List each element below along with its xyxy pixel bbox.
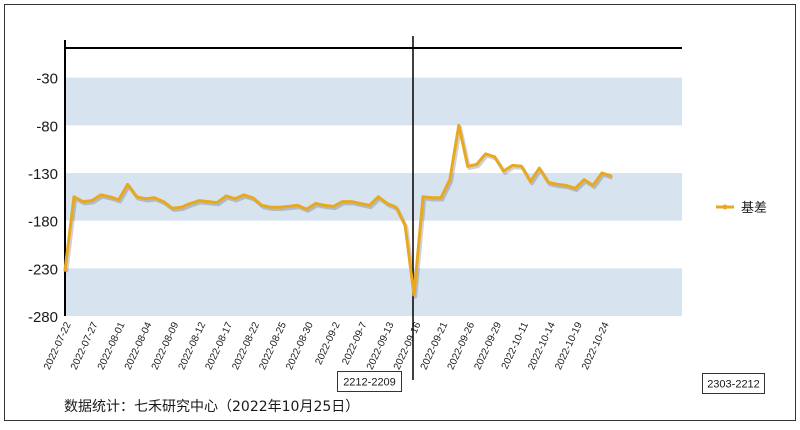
data-point xyxy=(564,184,568,187)
series-group xyxy=(63,123,613,299)
data-point xyxy=(439,196,443,200)
grid-band xyxy=(65,268,682,316)
data-point xyxy=(278,205,282,209)
data-point xyxy=(591,184,595,187)
data-point xyxy=(421,195,425,199)
right-box-label: 2303-2212 xyxy=(707,379,760,391)
y-tick-label: -30 xyxy=(36,71,58,88)
data-point xyxy=(323,204,326,207)
grid-bands xyxy=(65,77,682,316)
right-label-annotation: 2303-2212 xyxy=(702,373,765,394)
data-point xyxy=(332,205,335,208)
data-point xyxy=(81,200,85,204)
data-point xyxy=(502,169,505,173)
data-point xyxy=(457,123,461,127)
data-point xyxy=(260,204,264,207)
data-point xyxy=(108,195,112,199)
divider-label: 2212-2209 xyxy=(343,377,396,389)
data-point xyxy=(269,205,273,209)
data-point xyxy=(135,195,139,199)
legend-swatch-marker xyxy=(722,204,728,210)
data-point xyxy=(341,200,344,204)
data-point xyxy=(367,204,371,207)
data-point xyxy=(99,193,103,197)
data-point xyxy=(72,195,76,199)
data-point xyxy=(153,196,156,200)
legend[interactable]: 基差 xyxy=(716,201,767,216)
data-point xyxy=(179,205,183,209)
data-point xyxy=(206,200,210,204)
data-point xyxy=(484,152,487,156)
data-point xyxy=(287,205,291,208)
data-point xyxy=(224,194,228,198)
y-tick-label: -280 xyxy=(28,309,58,326)
series-line xyxy=(63,123,613,297)
legend-label: 基差 xyxy=(741,201,767,216)
data-point xyxy=(555,183,559,186)
data-point xyxy=(529,180,532,184)
data-point xyxy=(394,205,398,209)
data-point xyxy=(162,200,165,204)
y-tick-label: -130 xyxy=(28,166,58,183)
data-point xyxy=(233,197,237,201)
data-point xyxy=(358,202,362,205)
data-point xyxy=(600,171,604,175)
source-footer: 数据统计：七禾研究中心（2022年10月25日） xyxy=(64,399,359,415)
data-point xyxy=(582,178,586,182)
data-point xyxy=(385,202,389,205)
data-point xyxy=(609,174,613,178)
y-tick-label: -180 xyxy=(28,214,58,231)
divider-annotation: 2212-2209 xyxy=(337,371,402,392)
data-point xyxy=(511,164,514,167)
data-point xyxy=(251,196,255,200)
divider-label-box xyxy=(337,371,402,392)
data-point xyxy=(126,183,129,186)
data-point xyxy=(171,206,174,210)
y-tick-label: -80 xyxy=(36,118,58,135)
data-point xyxy=(466,164,470,168)
grid-band xyxy=(65,173,682,221)
data-point xyxy=(296,204,300,207)
grid-band xyxy=(65,77,682,126)
y-tick-label: -230 xyxy=(28,261,58,278)
data-point xyxy=(63,268,67,272)
data-point xyxy=(430,196,434,200)
data-point xyxy=(215,201,219,205)
data-point xyxy=(412,293,416,297)
data-point xyxy=(493,155,496,159)
data-point xyxy=(350,200,353,204)
data-point xyxy=(144,197,148,201)
data-point xyxy=(475,163,479,166)
data-point xyxy=(520,164,523,168)
y-axis-ticks: -30 -80 -130 -180 -230 -280 xyxy=(28,71,58,326)
data-point xyxy=(403,224,407,227)
data-point xyxy=(573,186,577,190)
data-point xyxy=(376,195,380,199)
data-point xyxy=(90,199,94,203)
data-point xyxy=(537,166,541,170)
data-point xyxy=(314,202,317,205)
data-point xyxy=(188,202,192,205)
data-point xyxy=(546,181,550,184)
data-point xyxy=(448,178,452,182)
data-point xyxy=(117,198,121,202)
data-point xyxy=(197,199,201,203)
right-label-box xyxy=(702,373,765,394)
data-point xyxy=(305,207,308,211)
data-point xyxy=(242,193,246,197)
